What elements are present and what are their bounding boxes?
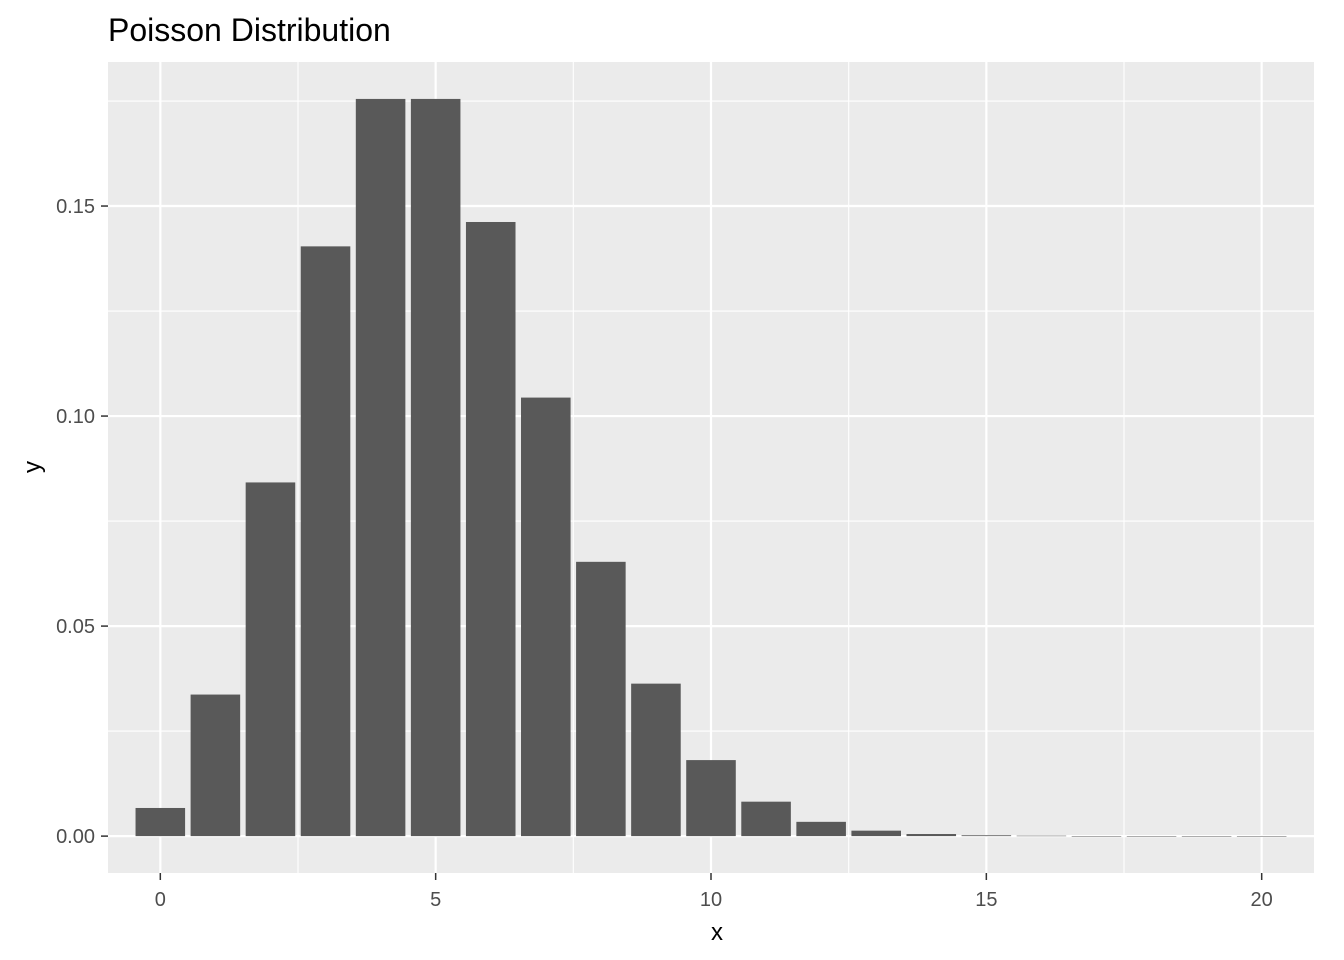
y-tick-label: 0.00 [56, 826, 95, 848]
bar-2 [245, 482, 296, 837]
x-axis-title: x [711, 919, 723, 946]
y-axis: 0.00 0.05 0.10 0.15 [56, 196, 108, 848]
bar-11 [741, 801, 791, 837]
x-tick-label: 0 [155, 889, 166, 911]
bar-19 [1181, 836, 1232, 837]
bar-13 [851, 830, 901, 837]
bar-8 [576, 561, 626, 837]
y-tick-label: 0.10 [56, 406, 95, 428]
y-axis-title: y [19, 461, 46, 473]
bar-6 [465, 221, 516, 837]
bar-3 [300, 246, 351, 837]
bar-17 [1071, 836, 1122, 837]
bar-14 [906, 834, 957, 837]
bar-16 [1016, 835, 1067, 837]
chart-title: Poisson Distribution [108, 12, 391, 48]
bar-5 [410, 98, 461, 837]
x-tick-label: 15 [975, 889, 997, 911]
x-tick-label: 20 [1251, 889, 1273, 911]
bars [135, 98, 1287, 837]
bar-0 [135, 807, 186, 837]
bar-18 [1126, 836, 1177, 837]
bar-1 [190, 694, 241, 837]
bar-12 [796, 821, 846, 837]
y-tick-label: 0.05 [56, 616, 95, 638]
x-axis: 0 5 10 15 20 [155, 873, 1273, 911]
x-tick-label: 5 [430, 889, 441, 911]
bar-15 [961, 835, 1012, 837]
x-tick-label: 10 [700, 889, 722, 911]
bar-4 [355, 98, 406, 837]
bar-20 [1236, 836, 1287, 837]
y-tick-label: 0.15 [56, 196, 95, 218]
bar-9 [631, 683, 681, 837]
bar-7 [521, 397, 571, 837]
bar-10 [686, 760, 736, 837]
